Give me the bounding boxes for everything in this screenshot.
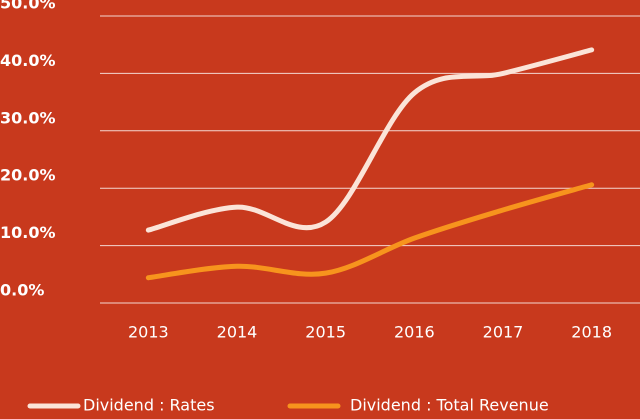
y-tick-label: 0.0%	[0, 281, 44, 300]
x-tick-label: 2013	[128, 323, 169, 342]
x-tick-label: 2014	[217, 323, 258, 342]
y-tick-label: 10.0%	[0, 223, 56, 242]
y-tick-label: 50.0%	[0, 0, 56, 13]
series-line	[145, 182, 595, 281]
x-tick-label: 2016	[394, 323, 435, 342]
x-tick-label: 2015	[305, 323, 346, 342]
legend-label: Dividend : Rates	[83, 396, 215, 415]
legend-label: Dividend : Total Revenue	[350, 396, 549, 415]
x-tick-label: 2017	[483, 323, 524, 342]
series-line	[145, 47, 595, 233]
y-tick-label: 30.0%	[0, 108, 56, 127]
x-tick-label: 2018	[571, 323, 612, 342]
y-tick-label: 20.0%	[0, 166, 56, 185]
y-tick-label: 40.0%	[0, 51, 56, 70]
